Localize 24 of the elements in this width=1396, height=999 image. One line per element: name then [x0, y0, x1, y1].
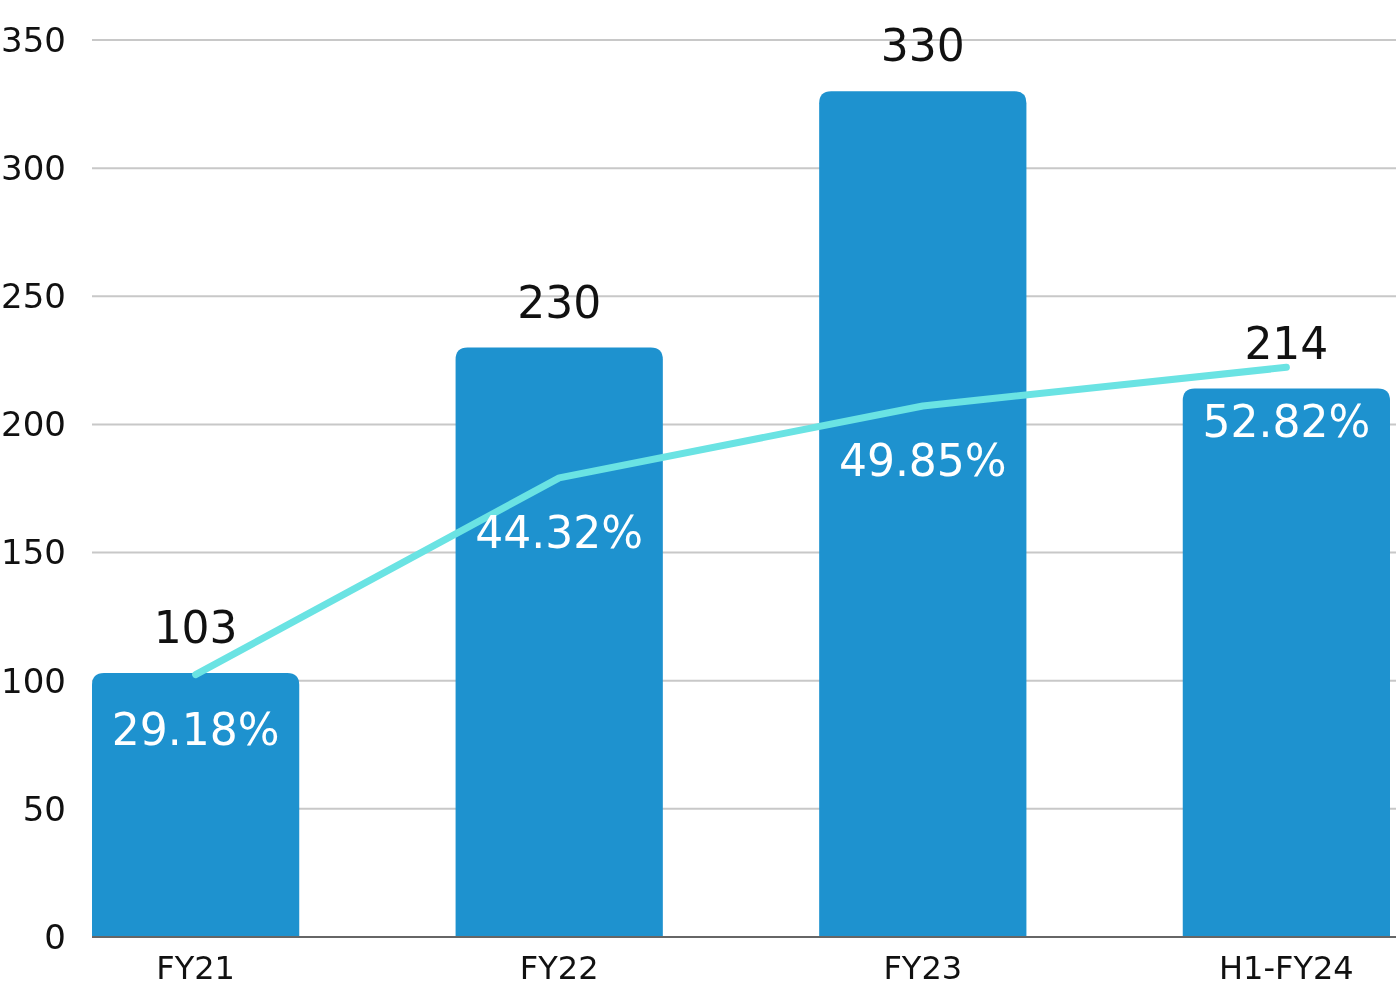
y-tick-label: 200: [1, 404, 66, 445]
data-label: 214: [1244, 317, 1329, 369]
x-tick-label: FY23: [883, 949, 963, 987]
data-label: 230: [517, 276, 602, 328]
y-tick-label: 50: [22, 788, 66, 829]
x-tick-label: FY22: [519, 949, 599, 987]
bar: [455, 347, 663, 937]
data-label: 49.85%: [838, 434, 1007, 486]
data-label: 44.32%: [475, 506, 644, 558]
y-tick-label: 250: [1, 276, 66, 317]
bar: [92, 673, 300, 937]
x-tick-label: FY21: [156, 949, 235, 987]
data-label: 52.82%: [1202, 396, 1371, 448]
y-tick-label: 150: [1, 532, 66, 573]
y-tick-label: 100: [1, 660, 66, 701]
y-tick-label: 350: [1, 19, 66, 60]
y-tick-label: 0: [44, 916, 66, 957]
x-tick-label: H1-FY24: [1219, 949, 1354, 987]
data-label: 29.18%: [111, 703, 280, 755]
data-label: 103: [153, 602, 238, 654]
data-label: 330: [880, 20, 965, 72]
y-tick-label: 300: [1, 148, 66, 189]
bar: [1182, 388, 1390, 937]
bar: [819, 91, 1027, 937]
